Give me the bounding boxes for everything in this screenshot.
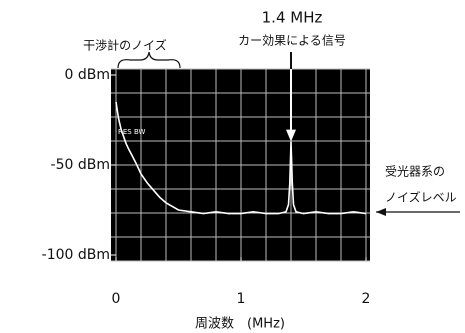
x-tick-label: 2: [362, 291, 371, 307]
floor-arrowhead: [376, 208, 386, 216]
brace: [118, 52, 180, 68]
peak-frequency: 1.4 MHz: [262, 9, 323, 27]
screen-label: RES BW: [118, 128, 146, 136]
x-axis-title: 周波数 (MHz): [195, 317, 285, 332]
x-tick-label: 0: [112, 291, 121, 307]
y-tick-label: -100 dBm: [42, 247, 110, 263]
chart: 1.4 MHz カー効果による信号 干渉計のノイズ 受光器系の ノイズレベル 周…: [0, 0, 465, 333]
y-tick-label: -50 dBm: [51, 157, 110, 173]
floor-caption: ノイズレベル: [385, 190, 457, 205]
floor-caption: 受光器系の: [385, 165, 445, 179]
noise-caption: 干渉計のノイズ: [83, 38, 167, 53]
y-tick-label: 0 dBm: [65, 67, 111, 83]
x-tick-label: 1: [237, 291, 246, 307]
peak-caption: カー効果による信号: [238, 33, 346, 48]
